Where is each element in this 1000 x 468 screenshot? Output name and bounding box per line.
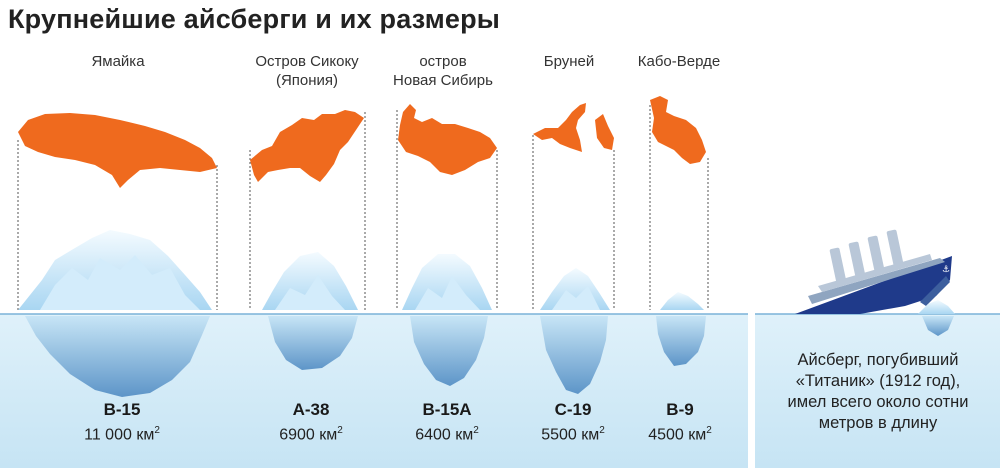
area-unit-sup: 2 <box>473 425 479 436</box>
place-label-line: (Япония) <box>275 72 339 89</box>
place-label-new-siberia: остров Новая Сибирь <box>358 52 528 90</box>
area-value: 11 000 <box>84 426 132 444</box>
place-label-line: Кабо-Верде <box>637 53 721 70</box>
svg-text:⚓: ⚓ <box>942 265 950 275</box>
island-new-siberia <box>398 104 497 175</box>
iceberg-area-b15: 11 000 км2 <box>52 425 192 444</box>
island-jamaica <box>18 113 217 188</box>
place-label-jamaica: Ямайка <box>33 52 203 71</box>
iceberg-area-c19: 5500 км2 <box>503 425 643 444</box>
iceberg-area-b15a: 6400 км2 <box>377 425 517 444</box>
place-label-line: Ямайка <box>91 53 145 70</box>
place-label-line: Остров Сикоку <box>255 53 359 70</box>
place-label-line: Бруней <box>543 53 595 70</box>
iceberg-area-b9: 4500 км2 <box>610 425 750 444</box>
titanic-ship: ⚓ <box>795 229 952 314</box>
iceberg-name-c19: C-19 <box>554 400 592 419</box>
island-brunei <box>533 103 614 152</box>
guide-lines <box>17 105 709 310</box>
area-unit-sup: 2 <box>154 425 160 436</box>
iceberg-area-a38: 6900 км2 <box>241 425 381 444</box>
area-unit-sup: 2 <box>337 425 343 436</box>
area-value: 4500 <box>648 426 684 444</box>
area-value: 5500 <box>541 426 577 444</box>
area-unit: км <box>319 426 338 444</box>
iceberg-b15a-graphic <box>402 254 492 386</box>
titanic-note-line: метров в длину <box>818 414 938 432</box>
iceberg-a38-graphic <box>262 252 358 370</box>
iceberg-name-b15a: B-15A <box>422 400 472 419</box>
place-label-line: остров <box>419 53 467 70</box>
area-unit: км <box>136 426 155 444</box>
place-label-line: Новая Сибирь <box>393 72 493 89</box>
iceberg-name-b9: B-9 <box>666 400 694 419</box>
titanic-note: Айсберг, погубивший «Титаник» (1912 год)… <box>760 350 996 434</box>
iceberg-b15-graphic <box>18 230 212 397</box>
area-unit: км <box>581 426 600 444</box>
titanic-note-line: имел всего около сотни <box>787 393 969 411</box>
area-unit: км <box>455 426 474 444</box>
titanic-note-line: Айсберг, погубивший <box>797 351 959 369</box>
titanic-note-line: «Титаник» (1912 год), <box>795 372 961 390</box>
island-shikoku <box>250 110 364 182</box>
iceberg-c19-graphic <box>540 268 610 394</box>
island-cape-verde <box>650 96 706 164</box>
area-unit-sup: 2 <box>706 425 712 436</box>
titanic-iceberg <box>918 300 955 336</box>
area-value: 6900 <box>279 426 315 444</box>
iceberg-b9-graphic <box>656 292 706 366</box>
area-unit-sup: 2 <box>599 425 605 436</box>
water-right <box>755 314 1000 468</box>
area-value: 6400 <box>415 426 451 444</box>
iceberg-name-b15: B-15 <box>103 400 141 419</box>
place-label-brunei: Бруней <box>484 52 654 71</box>
place-label-cape-verde: Кабо-Верде <box>594 52 764 71</box>
page-title: Крупнейшие айсберги и их размеры <box>8 4 501 34</box>
area-unit: км <box>688 426 707 444</box>
iceberg-name-a38: A-38 <box>292 400 330 419</box>
place-label-shikoku: Остров Сикоку (Япония) <box>222 52 392 90</box>
